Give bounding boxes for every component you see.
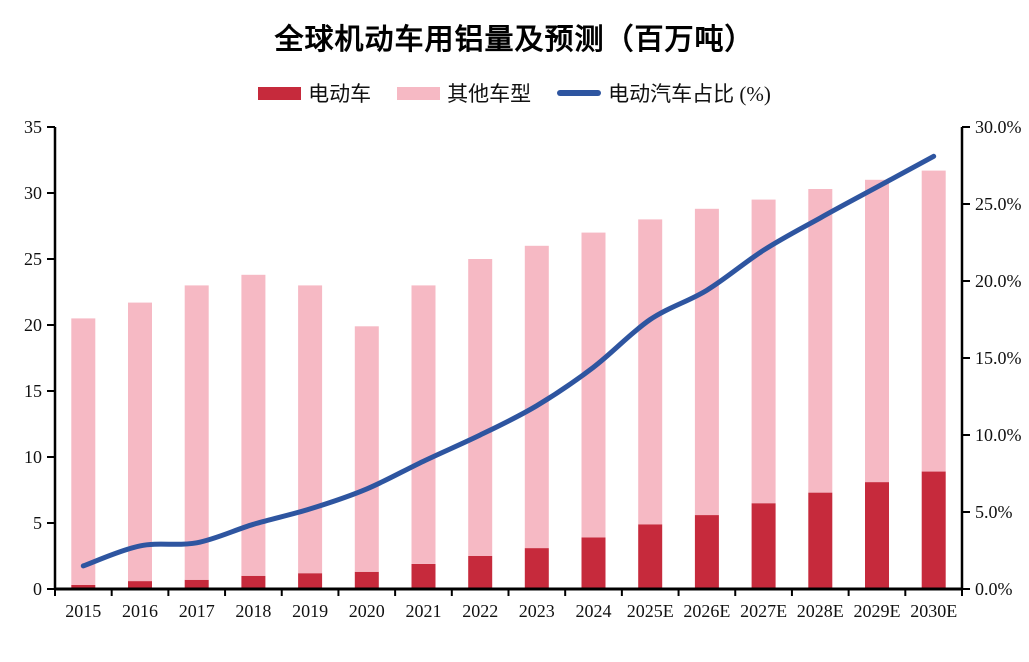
x-axis-label: 2019 bbox=[292, 601, 328, 621]
bar-segment-other bbox=[298, 285, 323, 574]
right-axis-tick-label: 20.0% bbox=[975, 271, 1022, 291]
bar-segment-ev bbox=[638, 524, 663, 589]
x-axis-label: 2023 bbox=[519, 601, 555, 621]
x-axis-label: 2017 bbox=[179, 601, 215, 621]
left-axis-tick-label: 20 bbox=[24, 315, 42, 335]
bar-segment-ev bbox=[751, 503, 776, 589]
bar-segment-ev bbox=[581, 537, 606, 589]
bar-segment-ev bbox=[128, 581, 152, 589]
x-axis-label: 2025E bbox=[627, 601, 674, 621]
right-axis-tick-label: 10.0% bbox=[975, 425, 1022, 445]
bar-segment-other bbox=[71, 318, 96, 585]
bar-segment-ev bbox=[71, 585, 96, 589]
left-axis-tick-label: 5 bbox=[33, 513, 42, 533]
bar-segment-other bbox=[128, 302, 152, 582]
bar-segment-ev bbox=[808, 492, 833, 589]
legend-swatch-ev bbox=[258, 86, 302, 100]
right-axis-tick-label: 25.0% bbox=[975, 194, 1022, 214]
share-line bbox=[80, 153, 937, 569]
bar-segment-other bbox=[184, 285, 209, 580]
right-axis-tick-label: 15.0% bbox=[975, 348, 1022, 368]
bar-segment-ev bbox=[354, 571, 379, 589]
x-axis-label: 2020 bbox=[349, 601, 385, 621]
bar-segment-other bbox=[524, 245, 549, 549]
legend: 电动车 其他车型 电动汽车占比 (%) bbox=[0, 78, 1029, 108]
chart-title: 全球机动车用铝量及预测（百万吨） bbox=[274, 24, 755, 56]
bar-segment-other bbox=[638, 219, 663, 525]
x-axis-label: 2029E bbox=[854, 601, 901, 621]
bar-segment-ev bbox=[298, 573, 323, 589]
left-axis-tick-label: 30 bbox=[24, 183, 42, 203]
bar-segment-other bbox=[411, 285, 436, 564]
legend-label-share: 电动汽车占比 (%) bbox=[608, 82, 771, 106]
x-axis-label: 2028E bbox=[797, 601, 844, 621]
bar-segment-ev bbox=[411, 563, 436, 589]
bar-segment-other bbox=[865, 179, 889, 483]
x-axis-label: 2030E bbox=[910, 601, 957, 621]
x-axis-label: 2021 bbox=[406, 601, 442, 621]
bar-segment-other bbox=[808, 189, 833, 493]
bar-segment-ev bbox=[865, 482, 889, 589]
bar-segment-ev bbox=[241, 575, 266, 589]
x-axis-label: 2022 bbox=[462, 601, 498, 621]
x-axis-label: 2024 bbox=[576, 601, 612, 621]
legend-item-ev: 电动车 bbox=[258, 78, 371, 108]
left-axis-tick-label: 0 bbox=[33, 579, 42, 599]
x-axis-label: 2018 bbox=[235, 601, 271, 621]
legend-swatch-other bbox=[397, 86, 441, 100]
bar-segment-ev bbox=[694, 515, 719, 589]
x-axis-label: 2016 bbox=[122, 601, 158, 621]
bar-segment-other bbox=[468, 259, 493, 556]
legend-swatch-share-line bbox=[557, 90, 602, 96]
left-axis-tick-label: 35 bbox=[24, 117, 42, 137]
legend-item-other: 其他车型 bbox=[397, 78, 531, 108]
bar-segment-ev bbox=[184, 579, 209, 589]
right-axis-tick-label: 30.0% bbox=[975, 117, 1022, 137]
x-axis-label: 2026E bbox=[683, 601, 730, 621]
bar-segment-ev bbox=[524, 548, 549, 589]
bar-segment-other bbox=[354, 326, 379, 572]
right-axis-tick-label: 5.0% bbox=[975, 502, 1013, 522]
bar-segment-other bbox=[694, 208, 719, 516]
x-axis-label: 2027E bbox=[740, 601, 787, 621]
legend-label-ev: 电动车 bbox=[308, 82, 372, 106]
bar-segment-other bbox=[581, 232, 606, 538]
bar-segment-ev bbox=[921, 471, 946, 589]
right-axis-tick-label: 0.0% bbox=[975, 579, 1013, 599]
legend-label-other: 其他车型 bbox=[447, 82, 532, 106]
x-axis-label: 2015 bbox=[65, 601, 101, 621]
left-axis-tick-label: 10 bbox=[24, 447, 42, 467]
left-axis-tick-label: 25 bbox=[24, 249, 42, 269]
left-axis-tick-label: 15 bbox=[24, 381, 42, 401]
bar-segment-ev bbox=[468, 556, 493, 589]
bar-segment-other bbox=[241, 274, 266, 576]
legend-item-share: 电动汽车占比 (%) bbox=[557, 78, 771, 108]
bar-segment-other bbox=[921, 170, 946, 472]
